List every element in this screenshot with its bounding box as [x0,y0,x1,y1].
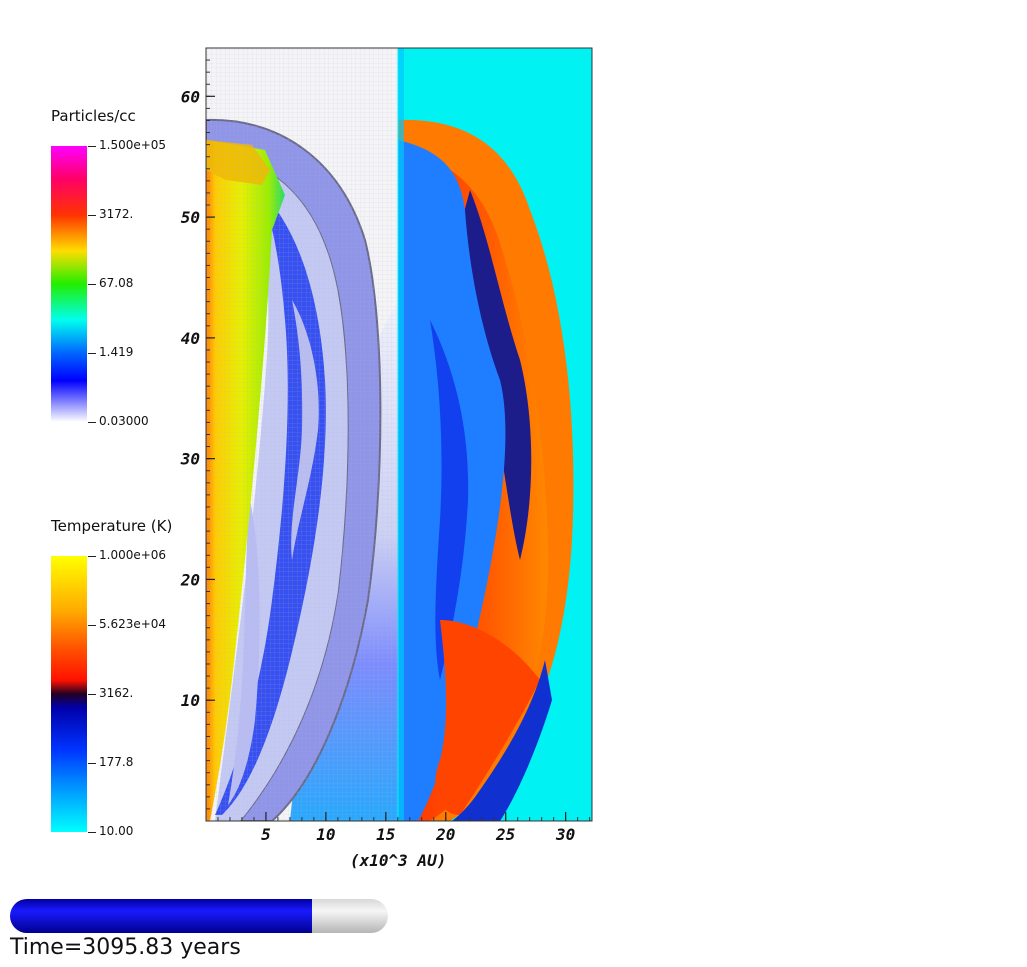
x-tick-label: 5 [261,825,271,844]
colorbar-tick-label: 1.500e+05 [99,138,167,152]
colorbar-tick-label: 177.8 [99,755,134,769]
density-colorbar [51,146,87,422]
time-progress-bar [10,899,388,933]
colorbar-tick-mark [88,624,96,626]
colorbar-tick-mark [88,214,96,216]
colorbar-tick-mark [88,762,96,764]
colorbar-tick-label: 0.03000 [99,414,149,428]
density-colorbar-title: Particles/cc [51,107,136,125]
colorbar-tick-label: 3172. [99,207,134,221]
y-tick-label: 50 [181,208,200,227]
heatmap-plot: 5 10 15 20 25 30 10 20 30 40 50 60 [180,47,593,844]
colorbar-tick-label: 10.00 [99,824,134,838]
x-tick-label: 20 [435,825,455,844]
time-label: Time=3095.83 years [10,935,241,960]
colorbar-tick-label: 1.000e+06 [99,548,167,562]
y-tick-label: 10 [181,691,200,710]
density-panel [206,48,398,821]
colorbar-tick-mark [88,693,96,695]
temperature-colorbar [51,556,87,832]
colorbar-tick-label: 3162. [99,686,134,700]
colorbar-tick-mark [88,421,96,423]
x-axis-label: (x10^3 AU) [350,851,447,870]
colorbar-tick-mark [88,831,96,833]
y-tick-label: 60 [181,87,200,106]
x-tick-label: 10 [316,825,335,844]
colorbar-tick-label: 5.623e+04 [99,617,167,631]
temperature-colorbar-title: Temperature (K) [51,517,173,535]
colorbar-tick-mark [88,145,96,147]
colorbar-tick-mark [88,352,96,354]
x-tick-label: 15 [376,825,395,844]
x-tick-label: 30 [555,825,575,844]
colorbar-tick-label: 1.419 [99,345,134,359]
colorbar-tick-mark [88,555,96,557]
y-tick-label: 30 [180,450,200,469]
time-progress-fill [10,899,313,933]
x-tick-label: 25 [495,825,515,844]
temperature-panel [398,48,592,821]
colorbar-tick-label: 67.08 [99,276,134,290]
axis-ticks: 5 10 15 20 25 30 10 20 30 40 50 60 [180,47,591,844]
y-tick-label: 20 [180,570,200,589]
y-tick-label: 40 [181,329,200,348]
colorbar-tick-mark [88,283,96,285]
